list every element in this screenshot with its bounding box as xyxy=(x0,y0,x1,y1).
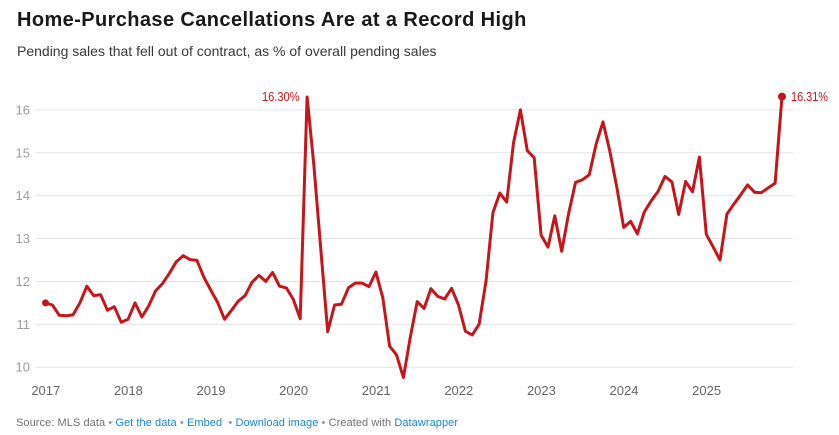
svg-text:12: 12 xyxy=(16,274,30,289)
svg-text:2023: 2023 xyxy=(527,383,556,398)
svg-text:10: 10 xyxy=(16,360,30,375)
svg-text:2022: 2022 xyxy=(444,383,473,398)
svg-text:2021: 2021 xyxy=(362,383,391,398)
svg-text:2020: 2020 xyxy=(279,383,308,398)
svg-text:2017: 2017 xyxy=(31,383,60,398)
svg-text:2025: 2025 xyxy=(692,383,721,398)
svg-text:11: 11 xyxy=(17,317,31,332)
svg-text:16.31%: 16.31% xyxy=(791,89,828,104)
svg-text:15: 15 xyxy=(16,145,30,160)
svg-text:13: 13 xyxy=(16,231,30,246)
svg-text:2024: 2024 xyxy=(610,383,639,398)
svg-text:16.30%: 16.30% xyxy=(262,89,300,104)
svg-text:16: 16 xyxy=(16,102,30,117)
svg-text:2018: 2018 xyxy=(114,383,143,398)
svg-text:2019: 2019 xyxy=(197,383,226,398)
svg-text:14: 14 xyxy=(16,188,30,203)
